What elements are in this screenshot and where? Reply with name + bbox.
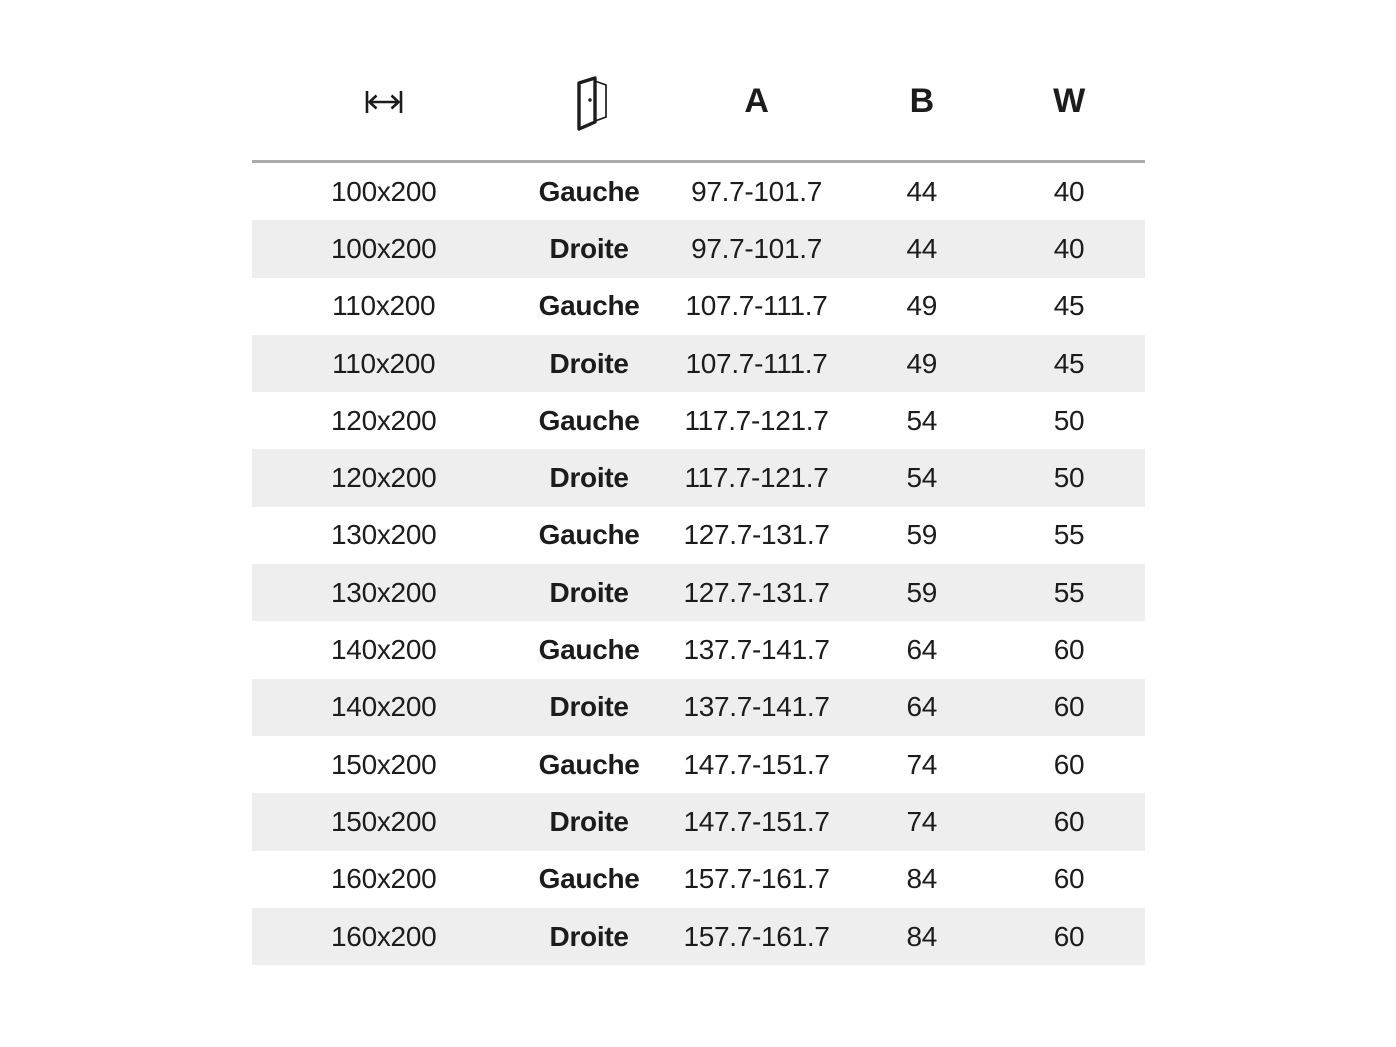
cell-size: 140x200 [331, 634, 437, 666]
cell-b-value: 49 [906, 347, 937, 379]
table-row: 120x200 Gauche 117.7-121.7 54 50 [252, 392, 1145, 449]
cell-b-value: 84 [906, 920, 937, 952]
cell-a-range: 97.7-101.7 [691, 232, 822, 264]
table-row: 160x200 Droite 157.7-161.7 84 60 [252, 907, 1145, 966]
cell-door-side: Gauche [538, 634, 640, 666]
cell-w-value: 40 [1053, 175, 1085, 207]
table-row: 150x200 Gauche 147.7-151.7 74 60 [252, 736, 1145, 793]
cell-w-value: 55 [1053, 519, 1085, 551]
cell-w-value: 60 [1053, 863, 1085, 895]
cell-size: 130x200 [331, 576, 437, 608]
cell-a-range: 127.7-131.7 [683, 519, 830, 551]
open-door-icon [577, 75, 607, 131]
cell-w-value: 50 [1053, 462, 1085, 494]
cell-a-range: 147.7-151.7 [683, 748, 830, 780]
cell-size: 100x200 [331, 175, 437, 207]
cell-door-side: Gauche [538, 863, 640, 895]
cell-door-side: Gauche [538, 748, 640, 780]
cell-b-value: 44 [906, 232, 937, 264]
cell-a-range: 137.7-141.7 [683, 634, 830, 666]
cell-size: 100x200 [331, 232, 437, 264]
table-row: 130x200 Gauche 127.7-131.7 59 55 [252, 507, 1145, 564]
cell-b-value: 59 [906, 519, 937, 551]
cell-w-value: 60 [1053, 691, 1085, 723]
cell-door-side: Droite [549, 462, 629, 494]
cell-door-side: Droite [549, 232, 629, 264]
cell-w-value: 45 [1053, 347, 1085, 379]
cell-door-side: Gauche [538, 404, 640, 436]
header-col-a: A [744, 82, 769, 120]
cell-b-value: 84 [906, 863, 937, 895]
table-row: 110x200 Gauche 107.7-111.7 49 45 [252, 278, 1145, 335]
cell-size: 120x200 [331, 462, 437, 494]
cell-w-value: 40 [1053, 232, 1085, 264]
cell-a-range: 117.7-121.7 [684, 462, 829, 494]
cell-size: 110x200 [332, 347, 436, 379]
cell-w-value: 60 [1053, 920, 1085, 952]
cell-a-range: 137.7-141.7 [683, 691, 830, 723]
table-row: 160x200 Gauche 157.7-161.7 84 60 [252, 851, 1145, 908]
table-row: 140x200 Droite 137.7-141.7 64 60 [252, 678, 1145, 736]
cell-a-range: 157.7-161.7 [683, 863, 830, 895]
header-col-w: W [1053, 82, 1085, 120]
cell-a-range: 157.7-161.7 [683, 920, 830, 952]
cell-b-value: 74 [906, 805, 937, 837]
table-header: A B W [252, 57, 1145, 160]
cell-b-value: 64 [906, 634, 937, 666]
cell-size: 160x200 [331, 863, 437, 895]
table-row: 120x200 Droite 117.7-121.7 54 50 [252, 449, 1145, 507]
cell-door-side: Droite [549, 805, 629, 837]
dimension-spec-table: A B W 100x200 Gauche 97.7-101.7 44 40 10… [252, 57, 1145, 966]
cell-size: 130x200 [331, 519, 437, 551]
cell-size: 150x200 [331, 748, 437, 780]
cell-w-value: 50 [1053, 404, 1085, 436]
cell-b-value: 64 [906, 691, 937, 723]
cell-b-value: 49 [906, 290, 937, 322]
header-separator [252, 160, 1145, 163]
cell-a-range: 127.7-131.7 [683, 576, 830, 608]
cell-door-side: Gauche [538, 290, 640, 322]
width-double-arrow-icon [365, 90, 403, 113]
cell-door-side: Droite [549, 347, 629, 379]
cell-size: 110x200 [332, 290, 436, 322]
cell-size: 120x200 [331, 404, 437, 436]
cell-w-value: 60 [1053, 805, 1085, 837]
header-door-side-column [515, 73, 662, 131]
cell-b-value: 44 [906, 175, 937, 207]
table-row: 150x200 Droite 147.7-151.7 74 60 [252, 793, 1145, 851]
cell-a-range: 97.7-101.7 [691, 175, 822, 207]
header-col-b: B [909, 82, 935, 120]
table-row: 130x200 Droite 127.7-131.7 59 55 [252, 564, 1145, 622]
table-body: 100x200 Gauche 97.7-101.7 44 40 100x200 … [252, 163, 1145, 966]
cell-b-value: 54 [906, 404, 937, 436]
cell-a-range: 107.7-111.7 [685, 347, 828, 379]
cell-door-side: Droite [549, 576, 629, 608]
header-width-column [252, 89, 515, 115]
cell-size: 150x200 [331, 805, 437, 837]
cell-size: 140x200 [331, 691, 437, 723]
cell-a-range: 107.7-111.7 [685, 290, 828, 322]
cell-a-range: 147.7-151.7 [683, 805, 830, 837]
cell-door-side: Gauche [538, 519, 640, 551]
table-row: 140x200 Gauche 137.7-141.7 64 60 [252, 621, 1145, 678]
cell-b-value: 54 [906, 462, 937, 494]
cell-w-value: 45 [1053, 290, 1085, 322]
table-row: 100x200 Gauche 97.7-101.7 44 40 [252, 163, 1145, 220]
cell-b-value: 59 [906, 576, 937, 608]
cell-w-value: 60 [1053, 634, 1085, 666]
cell-door-side: Droite [549, 691, 629, 723]
cell-a-range: 117.7-121.7 [684, 404, 829, 436]
cell-door-side: Droite [549, 920, 629, 952]
cell-w-value: 55 [1053, 576, 1085, 608]
cell-size: 160x200 [331, 920, 437, 952]
table-row: 110x200 Droite 107.7-111.7 49 45 [252, 334, 1145, 393]
table-row: 100x200 Droite 97.7-101.7 44 40 [252, 220, 1145, 278]
cell-w-value: 60 [1053, 748, 1085, 780]
cell-b-value: 74 [906, 748, 937, 780]
cell-door-side: Gauche [538, 175, 640, 207]
